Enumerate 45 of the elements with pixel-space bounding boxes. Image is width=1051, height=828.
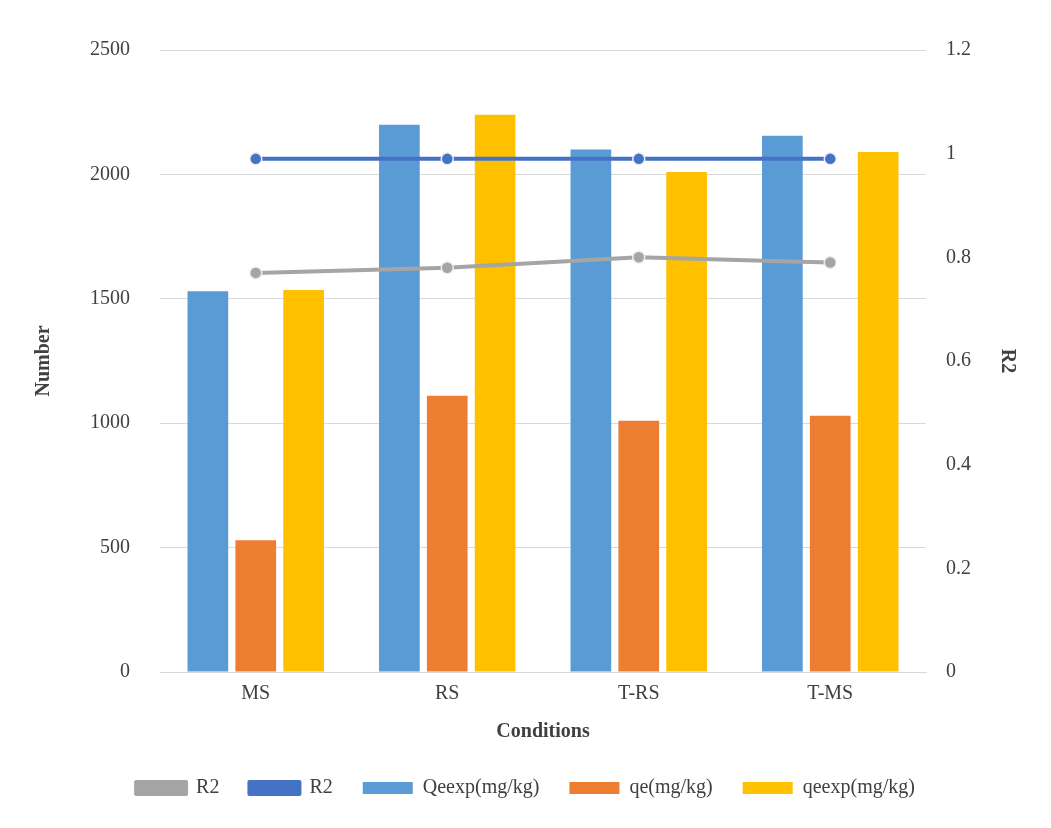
bar (379, 124, 420, 672)
bar (187, 291, 229, 672)
y-tick-label: 0 (120, 659, 130, 682)
y-axis-title: Number (31, 325, 54, 397)
y2-tick-label: 0.2 (946, 555, 971, 578)
bar (857, 152, 899, 672)
x-tick-label: RS (435, 681, 460, 704)
y-tick-label: 500 (100, 534, 130, 557)
legend-label: qe(mg/kg) (629, 775, 713, 799)
y2-tick-label: 0.8 (946, 244, 971, 267)
bar (474, 114, 516, 672)
bar (570, 149, 612, 672)
y2-tick-label: 1 (946, 140, 956, 163)
y-tick-label: 2500 (90, 37, 130, 60)
y2-tick-label: 0.6 (946, 348, 971, 371)
y2-tick-label: 1.2 (946, 37, 971, 60)
x-tick-label: T-MS (807, 681, 854, 704)
x-tick-label: T-RS (617, 681, 660, 704)
point (823, 255, 837, 270)
y-tick-label: 1000 (90, 410, 130, 433)
y-tick-label: 1500 (90, 286, 130, 309)
legend-label: R2 (309, 775, 333, 798)
legend-label: Qeexp(mg/kg) (422, 775, 540, 799)
point (632, 250, 646, 265)
legend-label: R2 (196, 775, 220, 798)
bar (809, 415, 851, 672)
point (249, 266, 263, 280)
x-tick-label: MS (241, 681, 271, 704)
point (823, 152, 837, 166)
x-axis-title: Conditions (496, 719, 590, 742)
bar (762, 135, 803, 672)
bar (666, 171, 707, 672)
y2-tick-label: 0.4 (946, 451, 971, 474)
bar (618, 420, 660, 672)
bar (283, 290, 324, 672)
legend-label: qeexp(mg/kg) (802, 775, 915, 799)
bar (426, 395, 468, 672)
point (249, 152, 263, 166)
point (632, 152, 646, 166)
point (440, 260, 454, 275)
y2-axis-title: R2 (997, 348, 1020, 374)
point (440, 152, 454, 166)
bar (235, 540, 277, 672)
y2-tick-label: 0 (946, 659, 956, 682)
y-tick-label: 2000 (90, 161, 130, 184)
